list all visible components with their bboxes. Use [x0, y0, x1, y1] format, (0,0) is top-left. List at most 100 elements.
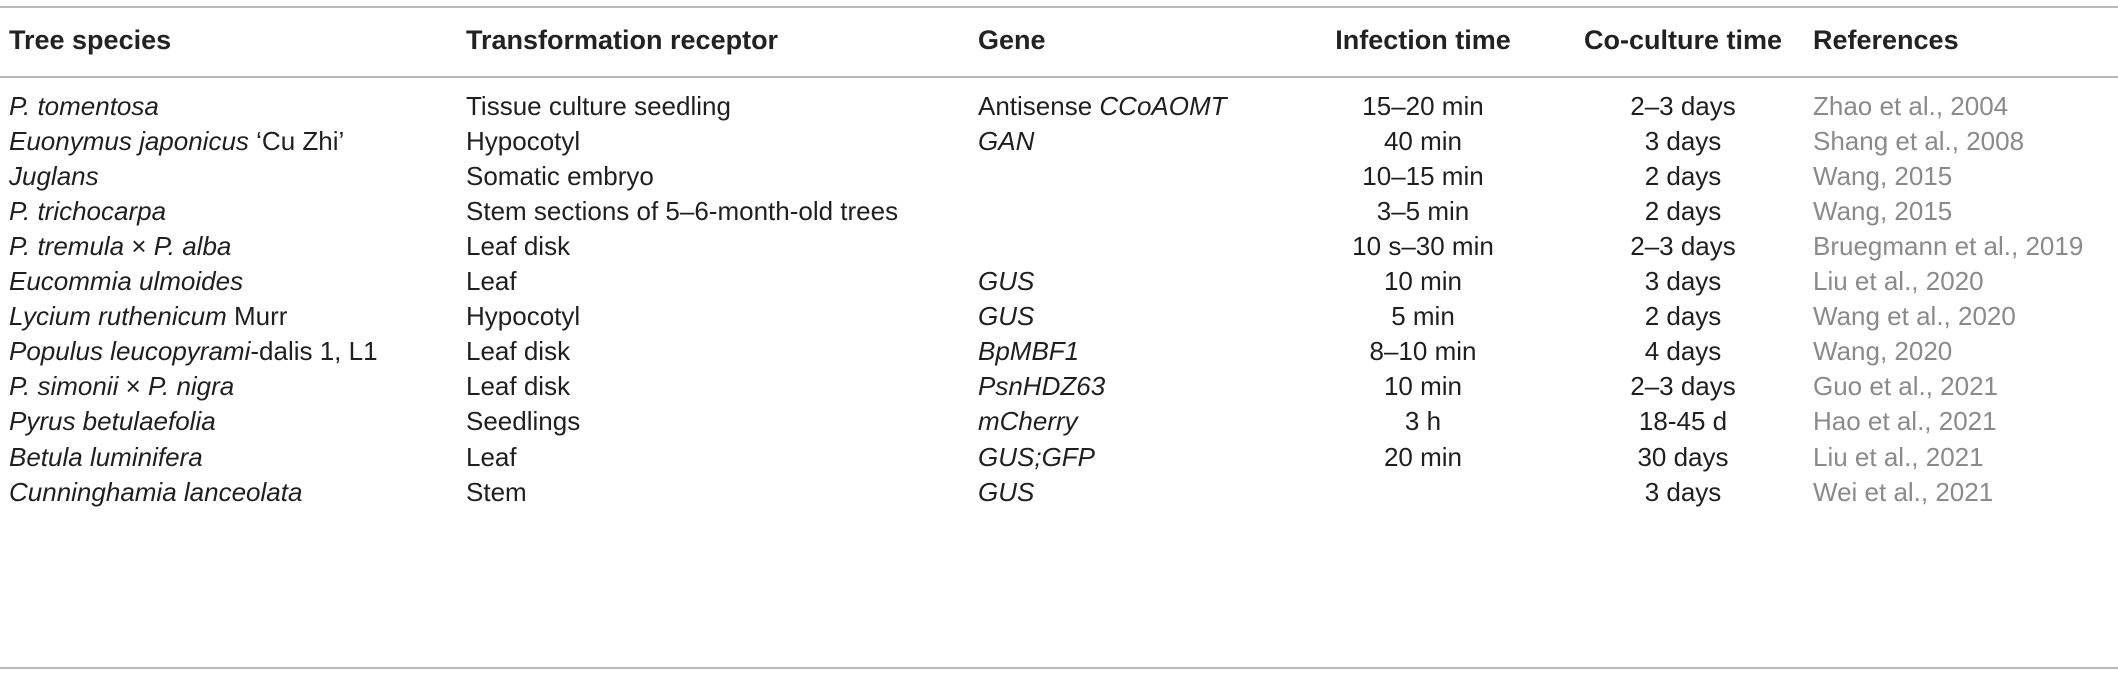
cell-transformation-receptor: Seedlings	[466, 406, 581, 437]
table-row: P. tomentosa Tissue culture seedling Antis…	[0, 83, 2118, 130]
cell-tree-species: Lycium ruthenicum Murr	[9, 293, 287, 340]
cell-gene-part: Antisense	[978, 91, 1100, 121]
cell-transformation-receptor: Stem sections of 5–6-month-old trees	[466, 196, 899, 227]
cell-transformation-receptor: Stem	[466, 476, 527, 507]
header-co-culture-time: Co-culture time	[1583, 25, 1783, 55]
cell-tree-species: Populus leucopyrami-dalis 1, L1	[9, 328, 378, 375]
cell-transformation-receptor: Leaf disk	[466, 371, 571, 402]
cell-tree-species-part: Lycium ruthenicum	[9, 301, 227, 332]
header-references: References	[1813, 25, 1959, 55]
cell-co-culture-time: 2 days	[1644, 301, 1722, 332]
cell-tree-species-part: Cunninghamia lanceolata	[9, 476, 303, 507]
cell-reference: Zhao et al., 2004	[1813, 91, 2009, 121]
cell-gene: GUS	[978, 258, 1034, 305]
table-row: P. tremula × P. alba Leaf disk 10 s–30 min…	[0, 223, 2118, 270]
header-infection-time: Infection time	[1335, 25, 1511, 55]
cell-transformation-receptor: Leaf	[466, 266, 517, 297]
cell-co-culture-time: 2–3 days	[1630, 91, 1736, 121]
cell-gene: GUS	[978, 293, 1034, 340]
cell-gene-part: GUS	[978, 476, 1035, 507]
cell-co-culture-time: 3 days	[1644, 266, 1722, 297]
table-row: P. trichocarpa Stem sections of 5–6-month…	[0, 188, 2118, 235]
cell-gene-part: GAN	[978, 126, 1035, 157]
cell-gene: BpMBF1	[978, 328, 1079, 375]
cell-tree-species-part: P. tomentosa	[9, 91, 159, 121]
cell-transformation-receptor: Tissue culture seedling	[466, 91, 731, 121]
table-header-row: Tree species Transformation receptor Gen…	[0, 17, 2118, 64]
cell-transformation-receptor: Leaf disk	[466, 231, 571, 262]
cell-co-culture-time: 30 days	[1637, 441, 1729, 472]
cell-transformation-receptor: Hypocotyl	[466, 126, 581, 157]
cell-tree-species-part: Pyrus betulaefolia	[9, 406, 216, 437]
cell-tree-species-part: Populus leucopyrami	[9, 336, 251, 367]
cell-reference: Guo et al., 2021	[1813, 371, 1999, 402]
cell-tree-species: Juglans	[9, 153, 99, 200]
cell-co-culture-time: 2–3 days	[1630, 371, 1736, 402]
cell-co-culture-time: 2 days	[1644, 196, 1722, 227]
cell-reference: Bruegmann et al., 2019	[1813, 231, 2084, 262]
cell-infection-time: 5 min	[1391, 301, 1455, 332]
cell-gene: Antisense CCoAOMT	[978, 83, 1227, 130]
cell-infection-time: 8–10 min	[1369, 336, 1477, 367]
cell-tree-species-part: P. trichocarpa	[9, 196, 167, 227]
cell-gene: GUS	[978, 469, 1034, 516]
bottom-rule	[0, 667, 2118, 669]
cell-reference: Wang, 2020	[1813, 336, 1953, 367]
cell-infection-time: 10 min	[1383, 266, 1463, 297]
cell-transformation-receptor: Leaf disk	[466, 336, 571, 367]
cell-tree-species-part: P. simonii	[9, 371, 119, 402]
cell-gene: PsnHDZ63	[978, 363, 1105, 410]
cell-tree-species-part: Murr	[226, 301, 288, 332]
cell-gene: GUS;GFP	[978, 434, 1095, 481]
cell-tree-species: Eucommia ulmoides	[9, 258, 243, 305]
table-row: Eucommia ulmoides Leaf GUS 10 min 3 days Liu …	[0, 258, 2118, 305]
cell-infection-time: 15–20 min	[1362, 91, 1484, 121]
cell-infection-time: 10–15 min	[1362, 161, 1484, 192]
cell-reference: Hao et al., 2021	[1813, 406, 1997, 437]
table-row: Cunninghamia lanceolata Stem GUS 3 days Wei …	[0, 469, 2118, 516]
cell-infection-time: 10 s–30 min	[1352, 231, 1494, 262]
cell-tree-species: Cunninghamia lanceolata	[9, 469, 302, 516]
cell-infection-time	[1298, 469, 1548, 516]
cell-gene-part: PsnHDZ63	[978, 371, 1106, 402]
header-rule	[0, 76, 2118, 78]
cell-reference: Shang et al., 2008	[1813, 126, 2025, 157]
cell-gene: GAN	[978, 118, 1034, 165]
cell-co-culture-time: 3 days	[1644, 476, 1722, 507]
cell-gene-part: CCoAOMT	[1099, 91, 1227, 121]
cell-tree-species: P. tremula × P. alba	[9, 223, 231, 270]
cell-tree-species: Pyrus betulaefolia	[9, 398, 216, 445]
cell-tree-species: P. tomentosa	[9, 83, 159, 130]
cell-reference: Wang, 2015	[1813, 196, 1953, 227]
table-row: Juglans Somatic embryo 10–15 min 2 days Wang…	[0, 153, 2118, 200]
cell-gene: mCherry	[978, 398, 1078, 445]
cell-gene-part: GUS	[978, 301, 1035, 332]
table-row: Populus leucopyrami-dalis 1, L1 Leaf disk…	[0, 328, 2118, 375]
cell-infection-time: 10 min	[1383, 371, 1463, 402]
header-tree-species: Tree species	[9, 25, 172, 55]
cell-tree-species-part: ×	[124, 231, 154, 262]
cell-gene-part: GUS;GFP	[978, 441, 1096, 472]
header-transformation-receptor: Transformation receptor	[466, 25, 779, 55]
cell-gene-part: BpMBF1	[978, 336, 1080, 367]
cell-co-culture-time: 2–3 days	[1630, 231, 1736, 262]
top-rule	[0, 6, 2118, 8]
cell-reference: Liu et al., 2021	[1813, 441, 1984, 472]
cell-infection-time: 3–5 min	[1376, 196, 1470, 227]
table-row: Pyrus betulaefolia Seedlings mCherry 3 h 18-…	[0, 398, 2118, 445]
cell-reference: Wang, 2015	[1813, 161, 1953, 192]
cell-infection-time: 20 min	[1383, 441, 1463, 472]
table-row: Lycium ruthenicum Murr Hypocotyl GUS 5 min 2…	[0, 293, 2118, 340]
cell-tree-species-part: Juglans	[9, 161, 99, 192]
cell-infection-time: 3 h	[1404, 406, 1442, 437]
table-row: P. simonii × P. nigra Leaf disk PsnHDZ63 10…	[0, 363, 2118, 410]
cell-co-culture-time: 4 days	[1644, 336, 1722, 367]
cell-tree-species-part: Euonymus japonicus	[9, 126, 249, 157]
cell-tree-species-part: P. alba	[153, 231, 232, 262]
table-row: Euonymus japonicus ‘Cu Zhi’ Hypocotyl GAN 4…	[0, 118, 2118, 165]
cell-tree-species-part: Eucommia ulmoides	[9, 266, 244, 297]
header-gene: Gene	[978, 25, 1046, 55]
cell-tree-species-part: -dalis 1, L1	[250, 336, 378, 367]
cell-transformation-receptor: Somatic embryo	[466, 161, 654, 192]
